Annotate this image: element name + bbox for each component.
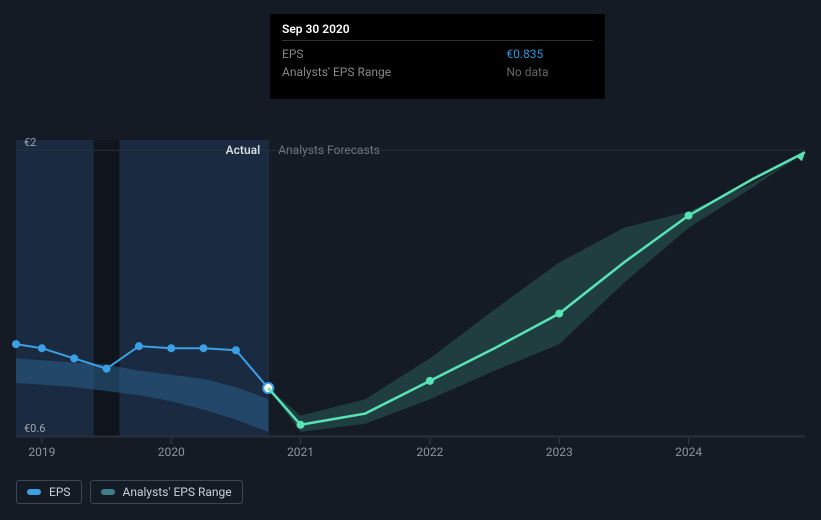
svg-text:€0.6: €0.6 (24, 422, 45, 435)
legend-item-eps[interactable]: EPS (16, 480, 82, 504)
svg-text:2023: 2023 (546, 445, 573, 459)
tooltip-row-label: EPS (282, 45, 506, 63)
svg-text:Actual: Actual (226, 143, 261, 157)
tooltip-row-label: Analysts' EPS Range (282, 63, 506, 81)
legend-swatch (27, 489, 41, 495)
svg-text:2022: 2022 (416, 445, 443, 459)
svg-text:2024: 2024 (675, 445, 702, 459)
svg-text:2019: 2019 (28, 445, 55, 459)
legend-swatch (101, 489, 115, 495)
legend-label: Analysts' EPS Range (123, 485, 232, 499)
tooltip-row-value: €0.835 (506, 45, 593, 63)
chart-legend: EPS Analysts' EPS Range (16, 480, 243, 504)
legend-item-analysts-range[interactable]: Analysts' EPS Range (90, 480, 243, 504)
chart-tooltip: Sep 30 2020 EPS €0.835 Analysts' EPS Ran… (270, 14, 605, 99)
svg-text:Analysts Forecasts: Analysts Forecasts (278, 143, 380, 157)
legend-label: EPS (49, 485, 71, 499)
tooltip-table: EPS €0.835 Analysts' EPS Range No data (282, 45, 593, 81)
eps-chart: €0.6 €2 Actual Analysts Forecasts 2019 2020 20… (0, 0, 821, 520)
tooltip-date: Sep 30 2020 (282, 22, 593, 41)
svg-text:2021: 2021 (287, 445, 314, 459)
tooltip-row-value: No data (506, 63, 593, 81)
svg-text:2020: 2020 (158, 445, 185, 459)
svg-text:€2: €2 (24, 136, 36, 149)
